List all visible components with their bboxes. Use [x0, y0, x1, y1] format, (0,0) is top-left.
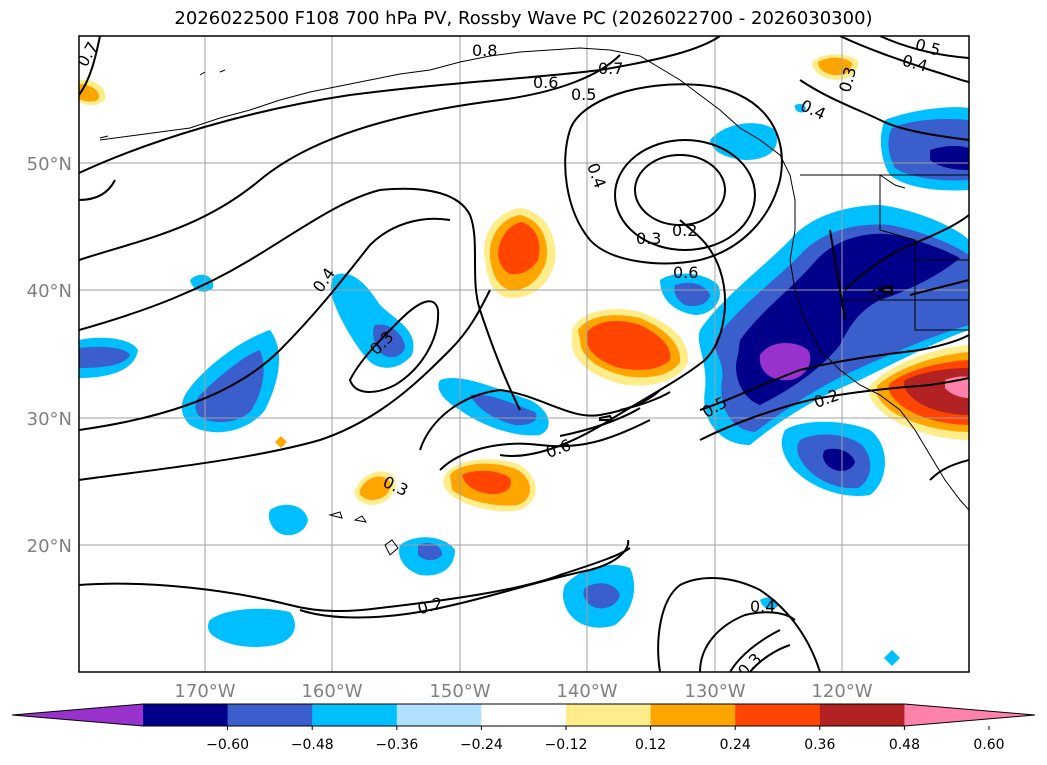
colorbar: −0.60 −0.48 −0.36 −0.24 −0.12 0.12 0.24 0.36 0.4…	[11, 703, 1036, 753]
colorbar-tick-label: 0.36	[804, 737, 835, 753]
lon-label: 130°W	[684, 681, 745, 702]
colorbar-tick-label: 0.60	[973, 737, 1004, 753]
colorbar-segment	[396, 704, 482, 726]
colorbar-extend-max	[904, 704, 1035, 726]
lat-label: 30°N	[27, 409, 72, 430]
colorbar-segment	[650, 704, 736, 726]
graticule	[79, 36, 969, 672]
colorbar-segment	[735, 704, 821, 726]
chart-title: 2026022500 F108 700 hPa PV, Rossby Wave …	[174, 8, 873, 29]
contour-label: 0.7	[598, 59, 623, 78]
colorbar-segment	[227, 704, 313, 726]
colorbar-segment	[819, 704, 905, 726]
lat-label: 40°N	[27, 281, 72, 302]
colorbar-tick-label: −0.60	[206, 737, 249, 753]
lon-label: 170°W	[174, 681, 235, 702]
pv-contours	[79, 36, 969, 672]
coastlines	[99, 47, 969, 556]
colorbar-tick-label: −0.24	[460, 737, 503, 753]
map-content: 0.8 0.7 0.6 0.5 0.4 0.3 0.2 0.4 0.3 0.6 …	[79, 35, 969, 672]
contour-label: 0.3	[636, 229, 661, 248]
colorbar-segment	[566, 704, 652, 726]
colorbar-tick-label: −0.36	[375, 737, 418, 753]
contour-label: 0.6	[533, 73, 558, 92]
latitude-labels: 50°N 40°N 30°N 20°N	[27, 154, 72, 557]
lon-label: 140°W	[556, 681, 617, 702]
colorbar-tick-label: 0.48	[889, 737, 920, 753]
colorbar-segment	[143, 704, 229, 726]
longitude-labels: 170°W 160°W 150°W 140°W 130°W 120°W	[174, 681, 872, 702]
contour-label: 0.8	[472, 41, 497, 60]
contour-label: 0.6	[673, 263, 698, 282]
lon-label: 150°W	[429, 681, 490, 702]
contour-label: 0.4	[750, 597, 775, 616]
lat-label: 20°N	[27, 536, 72, 557]
colorbar-segment	[481, 704, 567, 726]
colorbar-outline	[11, 703, 1036, 727]
colorbar-tick-label: 0.12	[635, 737, 666, 753]
colorbar-tick-label: 0.24	[720, 737, 751, 753]
lon-label: 120°W	[811, 681, 872, 702]
lat-label: 50°N	[27, 154, 72, 175]
colorbar-tick-label: −0.12	[545, 737, 588, 753]
contour-label: 0.2	[672, 221, 697, 240]
contour-label: 0.5	[571, 85, 596, 104]
map-frame	[78, 35, 970, 673]
lon-label: 160°W	[301, 681, 362, 702]
colorbar-segment	[312, 704, 398, 726]
colorbar-extend-min	[12, 704, 143, 726]
colorbar-tick-label: −0.48	[291, 737, 334, 753]
contour-label: 0.5	[913, 35, 943, 60]
